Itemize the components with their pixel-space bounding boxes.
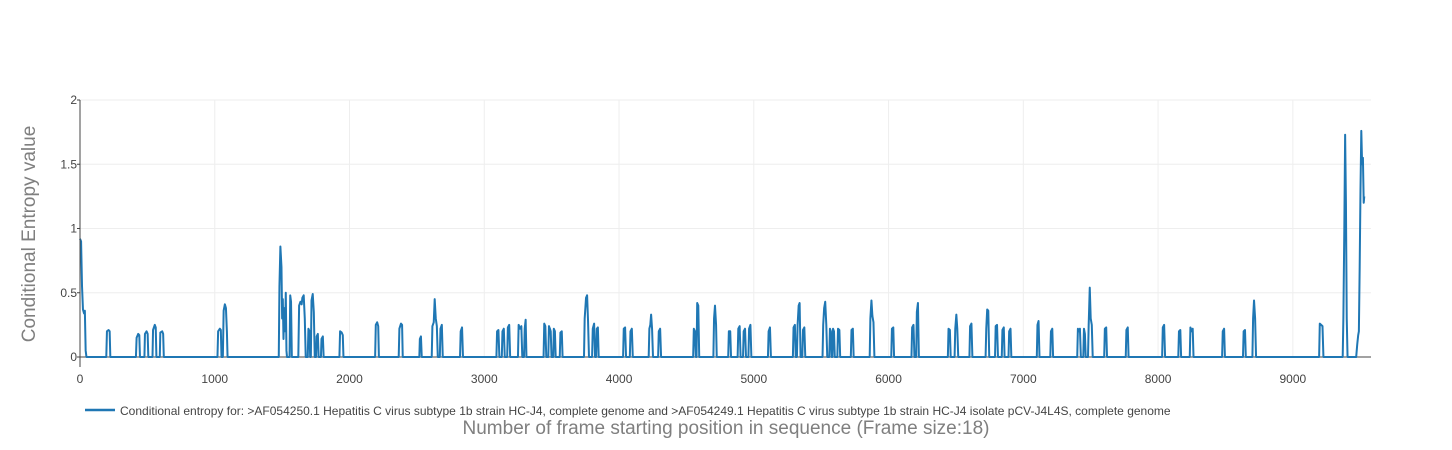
x-tick-label: 3000: [471, 372, 498, 386]
x-tick-label: 7000: [1010, 372, 1037, 386]
series-layer: [79, 129, 1366, 358]
x-tick-labels: 0 1000 2000 3000 4000 5000 6000 7000 8000 9000: [77, 372, 1307, 386]
x-tick-label: 9000: [1279, 372, 1306, 386]
x-tick-label: 0: [77, 372, 84, 386]
legend-label: Conditional entropy for: >AF054250.1 Hep…: [120, 404, 1171, 418]
legend[interactable]: Conditional entropy for: >AF054250.1 Hep…: [85, 404, 1171, 418]
x-tick-label: 5000: [740, 372, 767, 386]
x-axis-title: Number of frame starting position in seq…: [463, 418, 990, 439]
x-tick-label: 4000: [606, 372, 633, 386]
grid: [80, 99, 1371, 357]
y-tick-label: 0: [70, 350, 77, 364]
series-line[interactable]: [79, 129, 1366, 358]
y-tick-labels: 0 0.5 1 1.5 2: [60, 93, 80, 364]
x-tick-label: 6000: [875, 372, 902, 386]
x-tick-label: 8000: [1145, 372, 1172, 386]
y-tick-label: 1.5: [60, 157, 77, 171]
y-axis-title: Conditional Entropy value: [19, 126, 40, 343]
y-tick-label: 0.5: [60, 286, 77, 300]
x-tick-label: 1000: [201, 372, 228, 386]
y-tick-label: 1: [70, 222, 77, 236]
y-tick-label: 2: [70, 93, 77, 107]
x-tick-label: 2000: [336, 372, 363, 386]
